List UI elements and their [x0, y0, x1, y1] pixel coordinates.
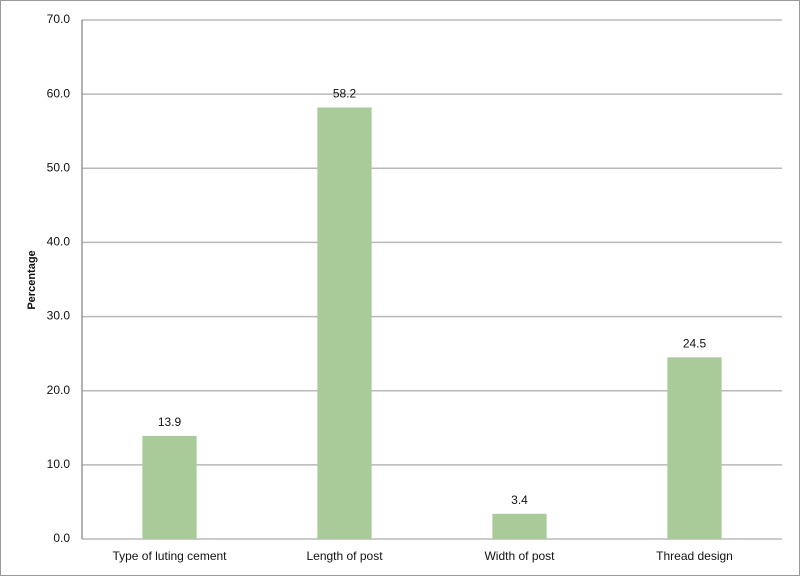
y-tick-label: 0.0: [53, 531, 70, 545]
value-label: 3.4: [511, 493, 528, 507]
y-tick-label: 20.0: [47, 383, 71, 397]
x-tick-label: Type of luting cement: [112, 549, 227, 563]
bar: [492, 513, 547, 539]
value-label: 13.9: [158, 415, 182, 429]
y-tick-label: 50.0: [47, 160, 71, 174]
y-axis-label: Percentage: [26, 250, 38, 309]
y-tick-label: 40.0: [47, 235, 71, 249]
value-label: 24.5: [683, 337, 707, 351]
value-label: 58.2: [333, 87, 357, 101]
y-tick-label: 30.0: [47, 309, 71, 323]
x-tick-label: Thread design: [656, 549, 733, 563]
y-tick-label: 10.0: [47, 457, 71, 471]
x-tick-label: Length of post: [306, 549, 383, 563]
bar: [317, 107, 372, 539]
bar: [142, 435, 197, 539]
y-tick-label: 70.0: [47, 12, 71, 26]
x-tick-label: Width of post: [484, 549, 555, 563]
bar: [667, 357, 722, 539]
y-tick-label: 60.0: [47, 86, 71, 100]
